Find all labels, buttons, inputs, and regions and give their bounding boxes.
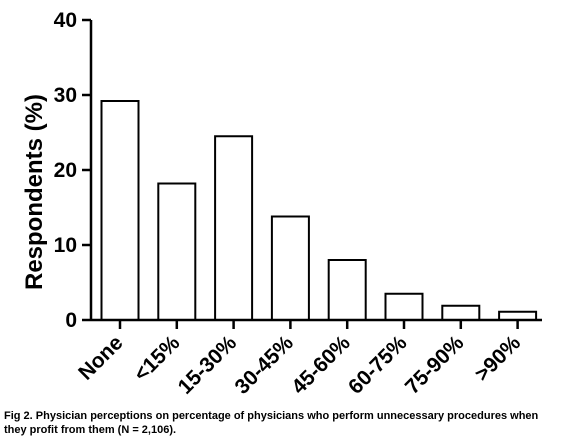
- y-axis-title: Respondents (%): [21, 94, 48, 290]
- bar-3: [214, 135, 254, 321]
- y-tick-label: 40: [54, 9, 77, 32]
- labels-group: 0 10 20 30 40 None <15%15-30%30-45%45-60%60-75…: [21, 9, 525, 399]
- x-tick-label: None: [74, 331, 127, 384]
- y-tick-label: 20: [54, 159, 77, 182]
- y-tick-label: 10: [54, 234, 77, 257]
- bar-chart: 0 10 20 30 40 None <15%15-30%30-45%45-60%60-75…: [21, 9, 542, 399]
- x-tick-label: 30-45%: [230, 331, 298, 399]
- bar-6: [384, 292, 424, 321]
- x-tick-label: >90%: [470, 331, 525, 386]
- bar-7: [441, 304, 481, 321]
- x-tick-label: 45-60%: [287, 331, 355, 399]
- x-tick-label: 60-75%: [344, 331, 412, 399]
- y-tick-label: 0: [65, 309, 77, 332]
- x-tick-label: 75-90%: [401, 331, 469, 399]
- bar-5: [327, 259, 367, 321]
- x-tick-label: <15%: [130, 331, 185, 386]
- axes-group: [82, 18, 542, 329]
- x-tick-label: 15-30%: [174, 331, 242, 399]
- bar-1: [100, 100, 140, 321]
- figure-caption: Fig 2. Physician perceptions on percenta…: [4, 410, 539, 436]
- bar-2: [157, 182, 197, 321]
- bars-group: [100, 100, 538, 321]
- y-tick-label: 30: [54, 84, 77, 107]
- bar-4: [270, 215, 310, 321]
